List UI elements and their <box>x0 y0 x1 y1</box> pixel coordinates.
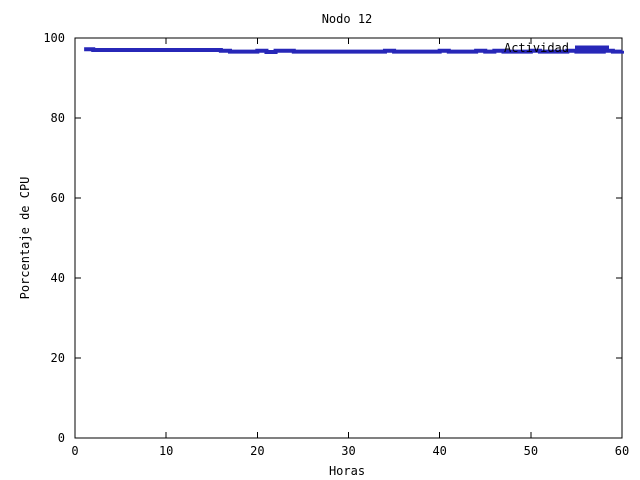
x-tick-label: 30 <box>341 444 355 458</box>
x-tick-label: 40 <box>432 444 446 458</box>
y-tick-label: 0 <box>58 431 65 445</box>
x-tick-label: 20 <box>250 444 264 458</box>
x-tick-label: 0 <box>71 444 78 458</box>
series-line-actividad <box>84 47 624 54</box>
chart-title: Nodo 12 <box>322 12 373 26</box>
legend-label: Actividad <box>504 41 569 55</box>
y-tick-label: 20 <box>51 351 65 365</box>
y-axis-label: Porcentaje de CPU <box>18 177 32 300</box>
plot-frame <box>74 37 623 439</box>
x-tick-label: 60 <box>615 444 629 458</box>
y-tick-label: 60 <box>51 191 65 205</box>
series-layer <box>84 47 624 54</box>
legend: Actividad <box>504 41 609 55</box>
x-axis-ticks: 0 10 20 30 40 50 60 <box>71 38 629 458</box>
x-tick-label: 10 <box>159 444 173 458</box>
y-tick-label: 100 <box>43 31 65 45</box>
x-tick-label: 50 <box>524 444 538 458</box>
y-axis-ticks: 0 20 40 60 80 100 <box>43 31 622 445</box>
x-axis-label: Horas <box>329 464 365 478</box>
y-tick-label: 40 <box>51 271 65 285</box>
y-tick-label: 80 <box>51 111 65 125</box>
